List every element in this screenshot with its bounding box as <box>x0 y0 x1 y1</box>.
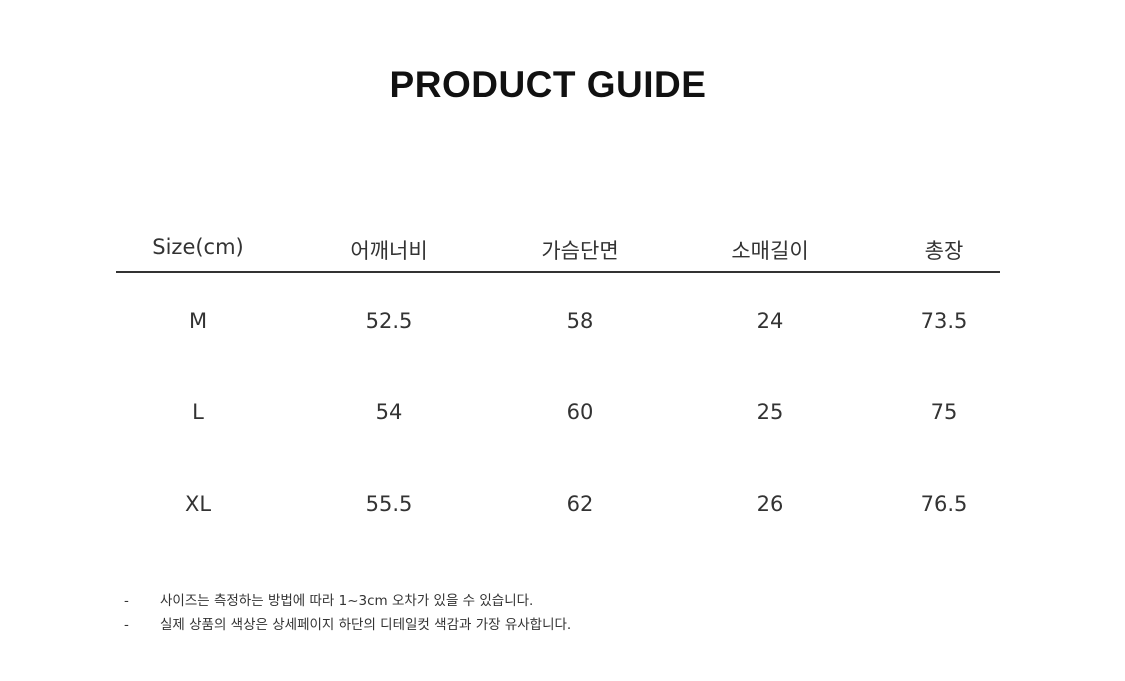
column-header: 소매길이 <box>731 239 809 263</box>
note-bullet: - <box>124 617 129 633</box>
table-cell: 75 <box>930 400 958 424</box>
column-header: 어깨너비 <box>350 239 428 263</box>
table-cell: 62 <box>566 492 594 516</box>
table-cell: L <box>192 400 204 424</box>
note-bullet: - <box>124 593 129 609</box>
table-cell: 54 <box>375 400 403 424</box>
note-item: - 사이즈는 측정하는 방법에 따라 1~3cm 오차가 있을 수 있습니다. <box>124 589 533 609</box>
table-cell: 73.5 <box>920 309 968 333</box>
table-cell: 52.5 <box>365 309 413 333</box>
note-item: - 실제 상품의 색상은 상세페이지 하단의 디테일컷 색감과 가장 유사합니다. <box>124 613 571 633</box>
table-cell: M <box>188 309 208 333</box>
table-cell: XL <box>184 492 212 516</box>
note-text: 사이즈는 측정하는 방법에 따라 1~3cm 오차가 있을 수 있습니다. <box>160 593 534 609</box>
column-header: 가슴단면 <box>541 239 619 263</box>
note-text: 실제 상품의 색상은 상세페이지 하단의 디테일컷 색감과 가장 유사합니다. <box>160 617 572 633</box>
table-cell: 55.5 <box>365 492 413 516</box>
table-cell: 24 <box>756 309 784 333</box>
page-title: PRODUCT GUIDE <box>389 64 707 105</box>
header-divider <box>116 271 1000 273</box>
table-cell: 60 <box>566 400 594 424</box>
table-cell: 76.5 <box>920 492 968 516</box>
table-cell: 25 <box>756 400 784 424</box>
table-cell: 58 <box>566 309 594 333</box>
column-header: Size(cm) <box>152 235 244 259</box>
table-cell: 26 <box>756 492 784 516</box>
column-header: 총장 <box>924 239 964 263</box>
